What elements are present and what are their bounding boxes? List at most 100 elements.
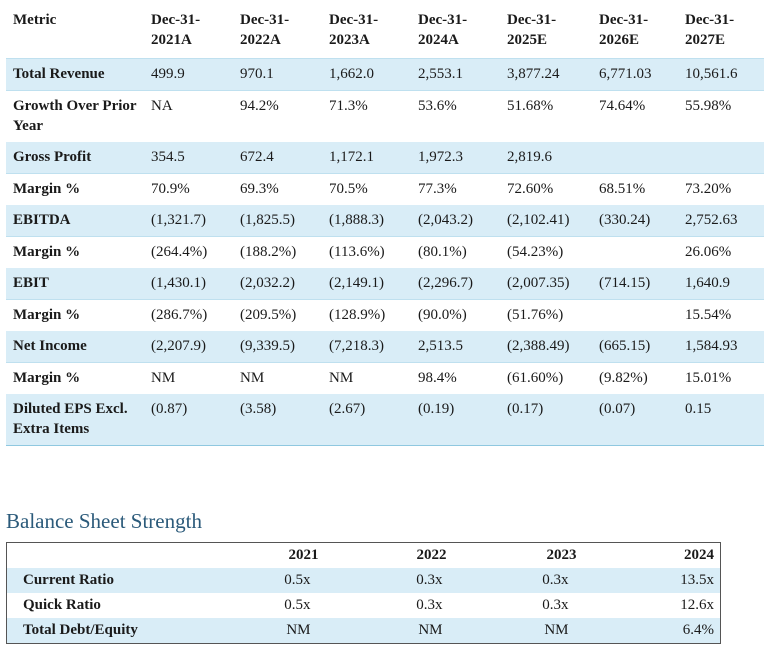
cell-value: 98.4% (418, 370, 457, 386)
cell-value: (51.76%) (507, 307, 564, 323)
row-label: Margin % (13, 307, 81, 323)
row-label: Diluted EPS Excl. Extra Items (6, 394, 144, 446)
cell-value: (9.82%) (599, 370, 648, 386)
header-2027e: Dec-31-2027E (678, 4, 764, 59)
cell-value: 73.20% (685, 181, 732, 197)
cell-value: (1,430.1) (144, 268, 233, 300)
cell-value: (330.24) (592, 205, 678, 237)
bs-cell-value: 13.5x (582, 568, 721, 593)
cell-value: (80.1%) (418, 244, 467, 260)
table-row: Margin % (264.4%) (188.2%) (113.6%) (80.1%) (… (6, 237, 764, 269)
table-row: Diluted EPS Excl. Extra Items (0.87) (3.58… (6, 394, 764, 446)
bs-header-2021: 2021 (288, 547, 319, 563)
cell-value: (1,825.5) (233, 205, 322, 237)
table-row: Margin % NM NM NM 98.4% (61.60%) (9.82%) 15.01% (6, 363, 764, 395)
cell-value: 74.64% (599, 98, 646, 114)
table-row: Gross Profit 354.5 672.4 1,172.1 1,972.3 2,81… (6, 142, 764, 174)
cell-value: (1,888.3) (322, 205, 411, 237)
cell-value: (9,339.5) (233, 331, 322, 363)
table-row: Net Income (2,207.9) (9,339.5) (7,218.3) 2,5… (6, 331, 764, 363)
cell-value: 1,640.9 (678, 268, 764, 300)
cell-value (592, 237, 678, 269)
cell-value: (714.15) (592, 268, 678, 300)
table-row: Growth Over Prior Year NA 94.2% 71.3% 53.6% 5… (6, 91, 764, 143)
cell-value: (113.6%) (329, 244, 385, 260)
row-label: EBIT (6, 268, 144, 300)
cell-value: (2,207.9) (144, 331, 233, 363)
cell-value: 1,584.93 (678, 331, 764, 363)
cell-value: 6,771.03 (592, 58, 678, 91)
cell-value (592, 142, 678, 174)
financials-header-row: Metric Dec-31-2021A Dec-31-2022A Dec-31-… (6, 4, 764, 59)
cell-value: 69.3% (240, 181, 279, 197)
cell-value: (2,102.41) (500, 205, 592, 237)
financials-table: Metric Dec-31-2021A Dec-31-2022A Dec-31-… (6, 4, 764, 446)
cell-value: 55.98% (685, 98, 732, 114)
cell-value: (209.5%) (240, 307, 297, 323)
cell-value: 70.9% (151, 181, 190, 197)
cell-value: 10,561.6 (678, 58, 764, 91)
cell-value: 0.15 (678, 394, 764, 446)
cell-value: 1,662.0 (322, 58, 411, 91)
cell-value: (188.2%) (240, 244, 297, 260)
cell-value: (2,149.1) (322, 268, 411, 300)
header-metric: Metric (6, 4, 144, 59)
table-row: EBIT (1,430.1) (2,032.2) (2,149.1) (2,296.7)… (6, 268, 764, 300)
cell-value: NA (151, 98, 173, 114)
cell-value (678, 142, 764, 174)
cell-value: 1,172.1 (322, 142, 411, 174)
cell-value (592, 300, 678, 332)
cell-value: (7,218.3) (322, 331, 411, 363)
cell-value: (54.23%) (507, 244, 564, 260)
bs-cell-value: 0.3x (452, 568, 583, 593)
cell-value: 2,819.6 (500, 142, 592, 174)
cell-value: 2,513.5 (411, 331, 500, 363)
cell-value: (128.9%) (329, 307, 386, 323)
table-row: Quick Ratio 0.5x 0.3x 0.3x 12.6x (7, 593, 721, 618)
cell-value: NM (240, 370, 265, 386)
cell-value: (0.17) (500, 394, 592, 446)
cell-value: 15.01% (685, 370, 732, 386)
bs-cell-value: 6.4% (582, 618, 721, 644)
cell-value: 26.06% (685, 244, 732, 260)
table-row: Margin % (286.7%) (209.5%) (128.9%) (90.0%) (… (6, 300, 764, 332)
row-label: Growth Over Prior Year (13, 98, 137, 134)
row-label: Net Income (6, 331, 144, 363)
bs-row-label: Total Debt/Equity (6, 618, 177, 644)
bs-header-2022: 2022 (416, 547, 447, 563)
row-label: Total Revenue (6, 58, 144, 91)
balance-sheet-table: 2021 2022 2023 2024 Current Ratio 0.5x 0.3… (6, 542, 721, 644)
header-2021a: Dec-31-2021A (144, 4, 233, 59)
header-2025e: Dec-31-2025E (500, 4, 592, 59)
bs-row-label: Current Ratio (6, 568, 177, 593)
row-label: Gross Profit (6, 142, 144, 174)
cell-value: 672.4 (233, 142, 322, 174)
table-row: EBITDA (1,321.7) (1,825.5) (1,888.3) (2,043.… (6, 205, 764, 237)
cell-value: (90.0%) (418, 307, 467, 323)
cell-value: (1,321.7) (144, 205, 233, 237)
cell-value: 71.3% (329, 98, 368, 114)
row-label: Margin % (13, 244, 81, 260)
cell-value: (61.60%) (507, 370, 564, 386)
cell-value: 3,877.24 (500, 58, 592, 91)
bs-header-blank (7, 543, 177, 569)
table-row: Total Revenue 499.9 970.1 1,662.0 2,553.1 3,8… (6, 58, 764, 91)
cell-value: (665.15) (592, 331, 678, 363)
cell-value: 53.6% (418, 98, 457, 114)
cell-value: (286.7%) (151, 307, 208, 323)
cell-value: (2,007.35) (500, 268, 592, 300)
header-2022a: Dec-31-2022A (233, 4, 322, 59)
bs-cell-value: 12.6x (680, 597, 714, 613)
header-2024a: Dec-31-2024A (411, 4, 500, 59)
cell-value: 94.2% (240, 98, 279, 114)
cell-value: 15.54% (685, 307, 732, 323)
bs-cell-value: NM (324, 618, 453, 644)
table-row: Total Debt/Equity NM NM NM 6.4% (6, 618, 721, 644)
cell-value: (2.67) (322, 394, 411, 446)
bs-cell-value: NM (176, 618, 325, 644)
cell-value: (3.58) (233, 394, 322, 446)
cell-value: 2,553.1 (411, 58, 500, 91)
cell-value: (2,032.2) (233, 268, 322, 300)
cell-value: NM (329, 370, 354, 386)
cell-value: (0.19) (411, 394, 500, 446)
